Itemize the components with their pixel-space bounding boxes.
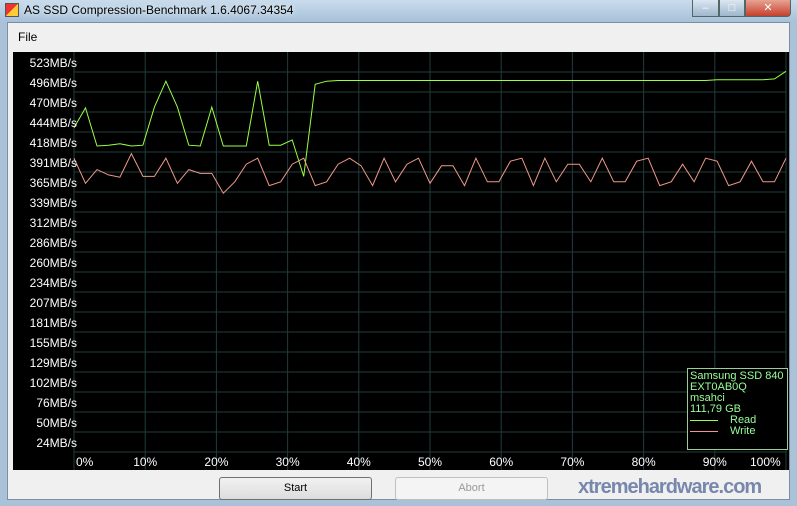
legend-write: Write	[690, 426, 785, 437]
minimize-button[interactable]: –	[692, 0, 719, 17]
read-swatch	[690, 419, 718, 421]
series-read-line	[73, 70, 787, 177]
y-tick-label: 496MB/s	[29, 76, 77, 90]
legend-read-label: Read	[730, 414, 757, 426]
y-tick-label: 391MB/s	[29, 156, 77, 170]
y-tick-label: 339MB/s	[29, 196, 77, 210]
legend-read: Read	[690, 415, 785, 426]
y-tick-label: 207MB/s	[29, 296, 77, 310]
y-tick-label: 155MB/s	[29, 336, 77, 350]
benchmark-chart: 523MB/s 496MB/s 470MB/s 444MB/s 418MB/s 391MB…	[13, 52, 789, 470]
y-tick-label: 76MB/s	[36, 396, 77, 410]
x-tick-label: 40%	[346, 455, 371, 469]
y-tick-label: 312MB/s	[29, 216, 77, 230]
start-button[interactable]: Start	[219, 477, 372, 500]
x-tick-label: 100%	[750, 455, 781, 469]
legend-write-label: Write	[730, 425, 756, 437]
x-tick-label: 90%	[702, 455, 727, 469]
y-tick-label: 418MB/s	[29, 136, 77, 150]
legend-size: 111,79 GB	[690, 403, 741, 415]
x-tick-label: 80%	[631, 455, 656, 469]
y-tick-label: 50MB/s	[36, 416, 77, 430]
chart-canvas	[73, 52, 787, 470]
x-tick-label: 60%	[489, 455, 514, 469]
y-tick-label: 523MB/s	[29, 56, 77, 70]
y-tick-label: 129MB/s	[29, 356, 77, 370]
legend-firmware: EXT0AB0Q	[690, 381, 747, 393]
watermark: xtremehardware.com	[578, 476, 762, 498]
x-tick-label: 30%	[275, 455, 300, 469]
x-tick-label: 50%	[418, 455, 443, 469]
y-tick-label: 181MB/s	[29, 316, 77, 330]
maximize-button[interactable]: □	[719, 0, 745, 17]
legend-drive: Samsung SSD 840	[690, 370, 784, 382]
y-tick-label: 260MB/s	[29, 256, 77, 270]
y-tick-label: 286MB/s	[29, 236, 77, 250]
x-tick-label: 20%	[204, 455, 229, 469]
y-tick-label: 365MB/s	[29, 176, 77, 190]
abort-button: Abort	[395, 477, 548, 500]
x-tick-label: 0%	[76, 455, 94, 469]
app-icon	[5, 3, 19, 17]
y-tick-label: 102MB/s	[29, 376, 77, 390]
close-button[interactable]: ✕	[745, 0, 791, 17]
series-write-line	[73, 152, 787, 195]
x-tick-label: 10%	[133, 455, 158, 469]
client-area: File 523MB/s 496MB/s 470MB/s 444MB/s 418MB/s…	[7, 22, 790, 500]
y-tick-label: 234MB/s	[29, 276, 77, 290]
write-swatch	[690, 430, 718, 432]
y-tick-label: 444MB/s	[29, 116, 77, 130]
y-tick-label: 470MB/s	[29, 96, 77, 110]
legend: Samsung SSD 840 EXT0AB0Q msahci 111,79 G…	[687, 368, 788, 450]
title-bar[interactable]: AS SSD Compression-Benchmark 1.6.4067.34…	[0, 0, 797, 22]
legend-driver: msahci	[690, 392, 725, 404]
window-title: AS SSD Compression-Benchmark 1.6.4067.34…	[24, 3, 294, 17]
y-tick-label: 24MB/s	[36, 436, 77, 450]
x-tick-label: 70%	[560, 455, 585, 469]
menu-file[interactable]: File	[18, 30, 38, 44]
